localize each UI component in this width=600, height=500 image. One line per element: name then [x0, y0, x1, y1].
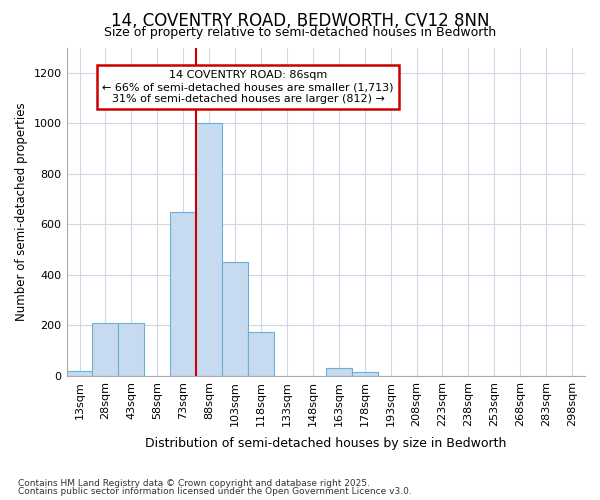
Bar [248, 332, 274, 376]
Bar [92, 323, 118, 376]
Bar [196, 124, 222, 376]
Text: Contains public sector information licensed under the Open Government Licence v3: Contains public sector information licen… [18, 487, 412, 496]
Bar [118, 323, 145, 376]
Bar [67, 371, 92, 376]
Bar [170, 212, 196, 376]
Text: 14, COVENTRY ROAD, BEDWORTH, CV12 8NN: 14, COVENTRY ROAD, BEDWORTH, CV12 8NN [111, 12, 489, 30]
Text: Size of property relative to semi-detached houses in Bedworth: Size of property relative to semi-detach… [104, 26, 496, 39]
Text: 14 COVENTRY ROAD: 86sqm
← 66% of semi-detached houses are smaller (1,713)
31% of: 14 COVENTRY ROAD: 86sqm ← 66% of semi-de… [102, 70, 394, 104]
X-axis label: Distribution of semi-detached houses by size in Bedworth: Distribution of semi-detached houses by … [145, 437, 506, 450]
Y-axis label: Number of semi-detached properties: Number of semi-detached properties [15, 102, 28, 321]
Bar [222, 262, 248, 376]
Bar [326, 368, 352, 376]
Text: Contains HM Land Registry data © Crown copyright and database right 2025.: Contains HM Land Registry data © Crown c… [18, 478, 370, 488]
Bar [352, 372, 377, 376]
